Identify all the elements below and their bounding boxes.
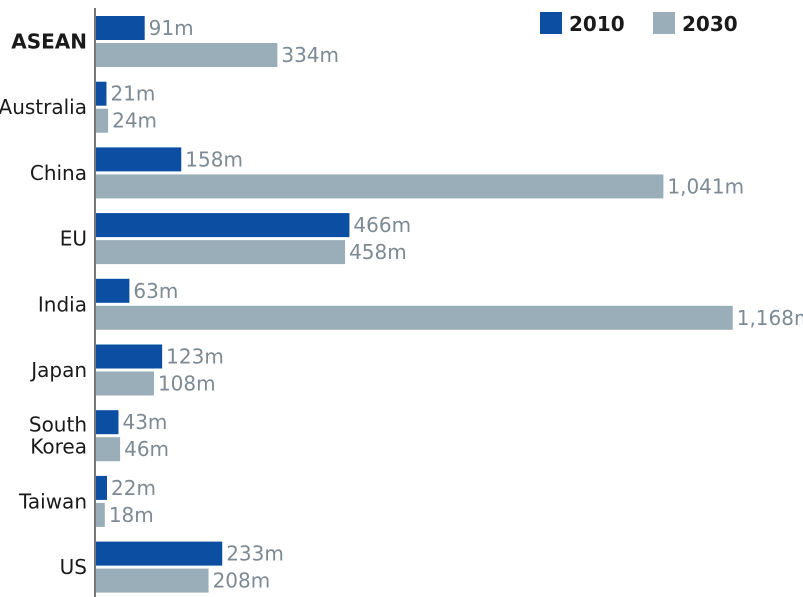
bar-china-2030: [95, 174, 664, 199]
bar-eu-2030: [95, 240, 346, 265]
value-label-china-2030: 1,041m: [667, 174, 744, 198]
value-label-japan-2030: 108m: [158, 372, 216, 396]
bar-us-2010: [95, 541, 223, 566]
bars-layer: [95, 16, 733, 593]
bar-japan-2010: [95, 344, 163, 369]
value-label-australia-2010: 21m: [110, 82, 155, 106]
value-label-eu-2030: 458m: [349, 240, 407, 264]
category-label-australia: Australia: [0, 95, 87, 119]
bar-asean-2030: [95, 43, 278, 67]
legend-label-2030: 2030: [682, 12, 738, 36]
value-label-china-2010: 158m: [185, 147, 243, 171]
category-label-asean: ASEAN: [11, 30, 87, 54]
value-label-india-2030: 1,168m: [737, 306, 803, 330]
bar-south-korea-2030: [95, 437, 121, 462]
category-label-eu: EU: [60, 227, 87, 251]
value-label-us-2010: 233m: [226, 542, 284, 566]
bar-india-2030: [95, 305, 733, 330]
bar-taiwan-2010: [95, 475, 108, 500]
bar-us-2030: [95, 568, 209, 593]
value-label-south-korea-2030: 46m: [124, 437, 169, 461]
bar-india-2010: [95, 278, 130, 303]
value-label-eu-2010: 466m: [353, 213, 411, 237]
bar-eu-2010: [95, 213, 350, 238]
bar-australia-2010: [95, 81, 107, 106]
value-label-australia-2030: 24m: [112, 109, 157, 133]
legend-label-2010: 2010: [569, 12, 625, 36]
value-label-asean-2010: 91m: [149, 16, 194, 40]
legend: 2010 2030: [540, 12, 738, 36]
value-label-asean-2030: 334m: [281, 43, 339, 67]
value-labels: 91m 334m 21m 24m 158m 1,041m 466m 458m 63m 1,168m…: [109, 16, 803, 593]
bar-australia-2030: [95, 108, 109, 133]
value-label-japan-2010: 123m: [166, 345, 224, 369]
value-label-south-korea-2010: 43m: [122, 410, 167, 434]
value-label-us-2030: 208m: [213, 569, 271, 593]
category-label-us: US: [60, 555, 87, 579]
bar-asean-2010: [95, 16, 145, 40]
category-label-china: China: [30, 161, 87, 185]
bar-china-2010: [95, 147, 182, 172]
value-label-india-2010: 63m: [133, 279, 178, 303]
bar-japan-2030: [95, 371, 154, 396]
value-label-taiwan-2030: 18m: [109, 503, 154, 527]
category-label-japan: Japan: [29, 358, 87, 382]
category-labels: ASEAN Australia China EU India Japan South Kore…: [0, 30, 87, 580]
bar-taiwan-2030: [95, 502, 105, 527]
category-label-taiwan: Taiwan: [18, 489, 87, 513]
bar-south-korea-2010: [95, 410, 119, 435]
category-label-south-korea: South Korea: [29, 413, 87, 459]
value-label-taiwan-2010: 22m: [111, 476, 156, 500]
category-label-india: India: [38, 292, 87, 316]
legend-swatch-2010: [540, 12, 562, 34]
legend-swatch-2030: [653, 12, 675, 34]
